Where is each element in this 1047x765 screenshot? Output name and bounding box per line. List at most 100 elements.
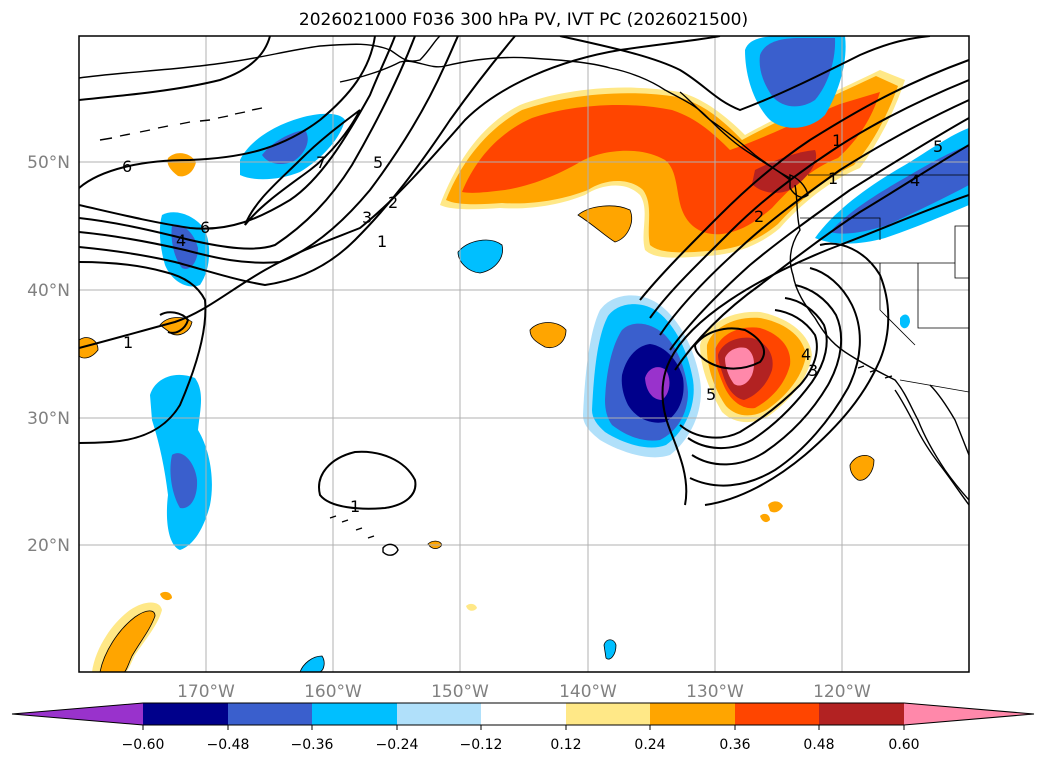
border-id — [954, 225, 969, 279]
pv-shading — [79, 36, 969, 672]
colorbar-segment — [735, 703, 819, 725]
contour-label: 1 — [828, 169, 838, 188]
contour-east-4 — [659, 99, 969, 336]
colorbar-tick-label: 0.12 — [550, 737, 581, 753]
map-gridlines — [79, 36, 969, 672]
colorbar-tick-label: −0.12 — [460, 737, 503, 753]
coast-hawaii-2 — [329, 515, 375, 539]
lat-label: 40°N — [27, 281, 70, 301]
contour-label: 5 — [373, 153, 383, 172]
colorbar-tick-label: −0.60 — [122, 737, 165, 753]
colorbar-extend-high — [904, 703, 1034, 725]
contour-labels: 6 7 5 3 2 1 4 6 1 1 2 1 5 4 5 4 3 1 — [122, 131, 943, 516]
contour-low-inner-4 — [689, 267, 861, 487]
border-or-wa — [800, 217, 881, 240]
contour-label: 2 — [388, 193, 398, 212]
contour-label: 3 — [362, 208, 372, 227]
contour-gulf-7 — [244, 109, 361, 226]
lon-label: 130°W — [686, 682, 744, 702]
contour-label: 4 — [910, 171, 920, 190]
colorbar-segment — [566, 703, 650, 725]
shade-pos-small-5 — [849, 455, 875, 481]
shade-pos-sw-corner-inner — [99, 610, 156, 672]
contour-east-6 — [674, 144, 969, 371]
lat-label: 20°N — [27, 536, 70, 556]
contour-label: 4 — [801, 345, 811, 364]
colorbar-tick-label: −0.24 — [376, 737, 419, 753]
colorbar-tick-label: 0.48 — [803, 737, 834, 753]
contour-label: 2 — [754, 207, 764, 226]
border-us-mexico — [899, 379, 969, 393]
contour-east-2 — [639, 59, 969, 301]
coast-aleutians — [99, 107, 263, 141]
contour-label: 1 — [350, 497, 360, 516]
contour-label: 4 — [176, 231, 186, 250]
colorbar-ticks — [142, 725, 905, 730]
colorbar-segment — [481, 703, 566, 725]
border-ca-nv — [879, 263, 916, 346]
coast-alaska — [79, 36, 441, 79]
shade-neg-small-bottom-2 — [603, 639, 617, 660]
shade-neg-top-right-inner — [759, 38, 836, 107]
shade-north-band-red — [462, 92, 880, 235]
political-borders — [795, 174, 969, 393]
contour-label: 7 — [316, 153, 326, 172]
colorbar-segment — [143, 703, 228, 725]
colorbar-tick-label: −0.48 — [207, 737, 250, 753]
contour-label: 6 — [122, 157, 132, 176]
lat-axis-labels: 50°N 40°N 30°N 20°N — [27, 153, 70, 556]
contour-line-2 — [79, 36, 396, 230]
contour-label: 1 — [377, 232, 387, 251]
colorbar-segment — [650, 703, 735, 725]
colorbar-segment — [312, 703, 397, 725]
contour-line-3 — [79, 36, 416, 250]
shade-pos-small-1 — [529, 322, 567, 349]
shade-neg-mid-small — [457, 239, 503, 274]
colorbar-tick-label: 0.24 — [634, 737, 665, 753]
coast-hawaii-1 — [382, 543, 399, 556]
colorbar-extend-low — [12, 703, 143, 725]
shade-neg-small-ca — [900, 314, 910, 329]
contour-label: 6 — [200, 218, 210, 237]
colorbar-tick-label: −0.36 — [291, 737, 334, 753]
shade-small-orange-1 — [577, 205, 632, 243]
coast-vancouver-isl — [789, 173, 809, 198]
shade-pos-small-2 — [159, 317, 193, 336]
map-title: 2026021000 F036 300 hPa PV, IVT PC (2026… — [298, 10, 749, 30]
lon-label: 120°W — [813, 682, 871, 702]
shade-pos-small-4 — [167, 153, 196, 177]
contour-subtropical-1 — [318, 450, 417, 510]
coast-baja — [894, 389, 969, 506]
contour-label: 3 — [808, 361, 818, 380]
contour-line-5 — [79, 36, 516, 287]
contour-small-west — [159, 311, 190, 334]
border-nv-ut — [917, 263, 969, 329]
colorbar: −0.60 −0.48 −0.36 −0.24 −0.12 0.12 0.24 … — [11, 702, 1035, 753]
contour-low-inner-3 — [691, 284, 843, 466]
colorbar-segment — [397, 703, 481, 725]
contour-east-8 — [704, 242, 890, 506]
contour-low-inner-2 — [687, 297, 828, 450]
lat-label: 30°N — [27, 409, 70, 429]
colorbar-tick-label: 0.60 — [888, 737, 919, 753]
coast-mainland-mexico — [929, 384, 969, 456]
shade-pos-small-9 — [466, 603, 477, 611]
contour-east-5 — [669, 117, 969, 351]
contour-east-1 — [559, 36, 931, 112]
coast-bc-coast — [679, 91, 791, 181]
shade-pos-small-3 — [79, 337, 99, 359]
lon-label: 170°W — [177, 682, 235, 702]
map-plot-area: 6 7 5 3 2 1 4 6 1 1 2 1 5 4 5 4 3 1 — [78, 35, 970, 673]
shade-pos-small-6 — [768, 501, 783, 513]
contour-line-8 — [79, 36, 271, 101]
colorbar-segment — [819, 703, 904, 725]
coast-west-us — [789, 184, 969, 501]
contour-line-1 — [79, 36, 376, 189]
contour-label: 5 — [706, 385, 716, 404]
shade-pos-small-7 — [760, 513, 770, 523]
contour-label: 5 — [933, 137, 943, 156]
contour-line-6 — [79, 261, 207, 444]
contour-east-3 — [649, 79, 969, 319]
colorbar-tick-labels: −0.60 −0.48 −0.36 −0.24 −0.12 0.12 0.24 … — [122, 737, 920, 753]
